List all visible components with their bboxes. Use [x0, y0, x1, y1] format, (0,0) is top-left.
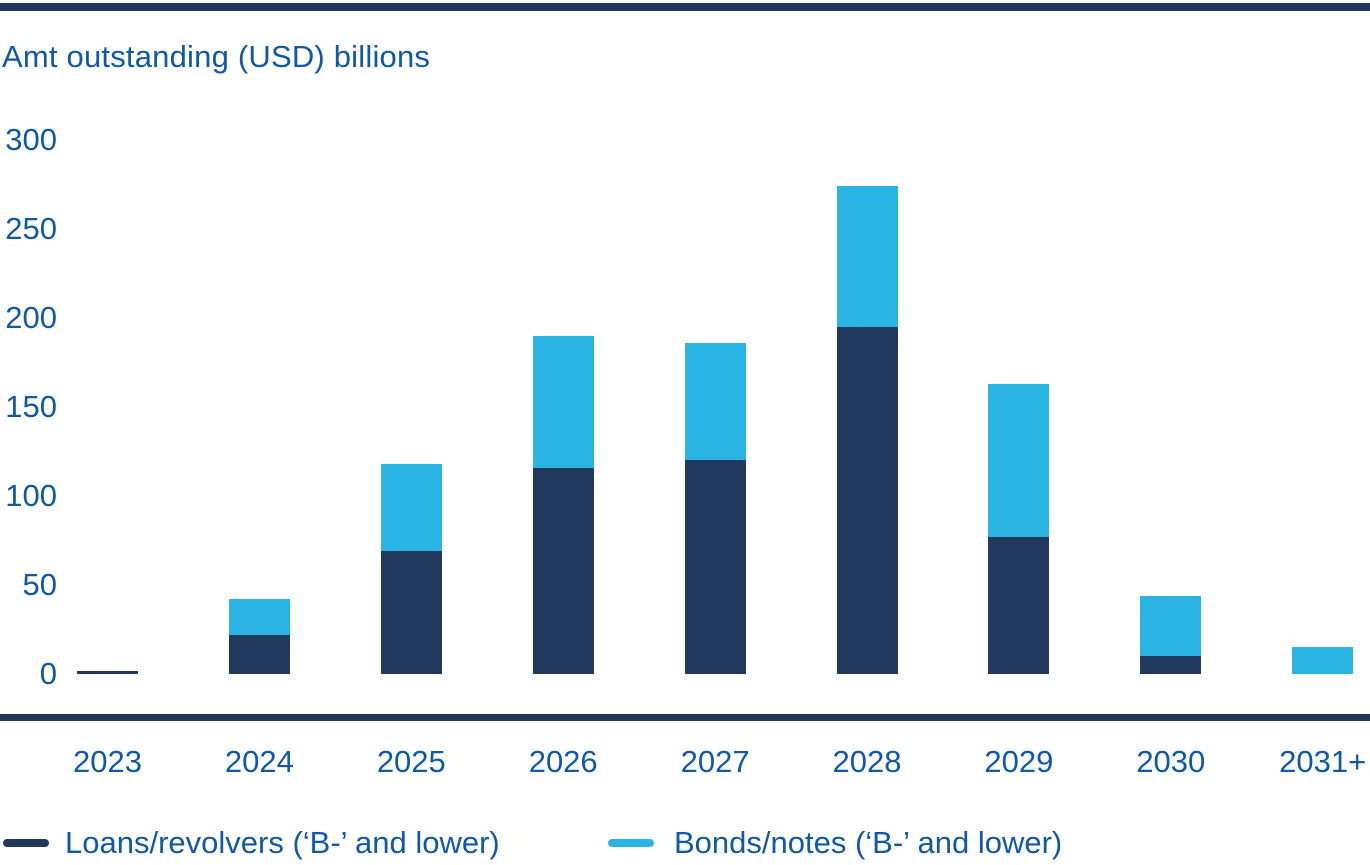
x-tick-label-2023: 2023 — [73, 744, 142, 779]
loans-legend-marker-icon — [3, 839, 49, 847]
y-tick-label-300: 300 — [5, 122, 57, 157]
x-tick-label-2028: 2028 — [832, 744, 902, 779]
chart-title: Amt outstanding (USD) billions — [2, 39, 431, 74]
y-tick-label-0: 0 — [39, 656, 57, 691]
x-tick-label-2027: 2027 — [680, 744, 750, 779]
bar-segment-bonds-2025 — [380, 463, 442, 552]
legend-item-bonds: Bonds/notes (‘B-’ and lower) — [608, 826, 1062, 860]
legend-label-loans: Loans/revolvers (‘B-’ and lower) — [65, 825, 500, 860]
bar-segment-loans-2030 — [1140, 656, 1202, 674]
bar-segment-bonds-2029 — [988, 383, 1050, 537]
bar-2027 — [684, 342, 746, 674]
bar-segment-loans-2024 — [228, 634, 290, 674]
bar-segment-loans-2027 — [684, 460, 746, 674]
x-tick-label-2030: 2030 — [1136, 744, 1206, 779]
bar-zero-dash-2023 — [77, 671, 138, 674]
bar-segment-bonds-2028 — [836, 186, 898, 327]
bar-segment-bonds-2031+ — [1292, 647, 1354, 674]
bar-2028 — [836, 186, 898, 674]
bar-segment-bonds-2027 — [684, 342, 746, 461]
x-tick-label-2025: 2025 — [376, 744, 446, 779]
y-tick-label-100: 100 — [5, 478, 57, 513]
x-axis-line — [0, 714, 1370, 721]
y-tick-label-200: 200 — [5, 300, 57, 335]
bar-2026 — [532, 335, 594, 674]
bar-2024 — [228, 599, 290, 674]
bar-2029 — [988, 383, 1050, 674]
bar-segment-bonds-2030 — [1140, 595, 1202, 657]
x-tick-label-2031+: 2031+ — [1279, 744, 1367, 779]
y-tick-label-150: 150 — [5, 389, 57, 424]
bar-segment-loans-2025 — [380, 551, 442, 674]
x-tick-label-2024: 2024 — [224, 744, 294, 779]
y-tick-label-50: 50 — [22, 567, 57, 602]
bar-segment-loans-2029 — [988, 536, 1050, 674]
top-border-rule — [0, 3, 1370, 11]
bar-segment-bonds-2026 — [532, 335, 594, 468]
legend-label-bonds: Bonds/notes (‘B-’ and lower) — [674, 825, 1063, 860]
x-tick-label-2029: 2029 — [984, 744, 1054, 779]
bar-segment-loans-2026 — [532, 467, 594, 674]
x-tick-label-2026: 2026 — [528, 744, 598, 779]
bar-2025 — [380, 463, 442, 674]
bonds-legend-marker-icon — [608, 839, 654, 847]
bar-2030 — [1140, 595, 1202, 674]
bar-segment-loans-2028 — [836, 326, 898, 674]
bar-segment-bonds-2024 — [228, 599, 290, 635]
bar-2031+ — [1292, 647, 1354, 674]
y-tick-label-250: 250 — [5, 211, 57, 246]
legend-item-loans: Loans/revolvers (‘B-’ and lower) — [3, 826, 500, 860]
